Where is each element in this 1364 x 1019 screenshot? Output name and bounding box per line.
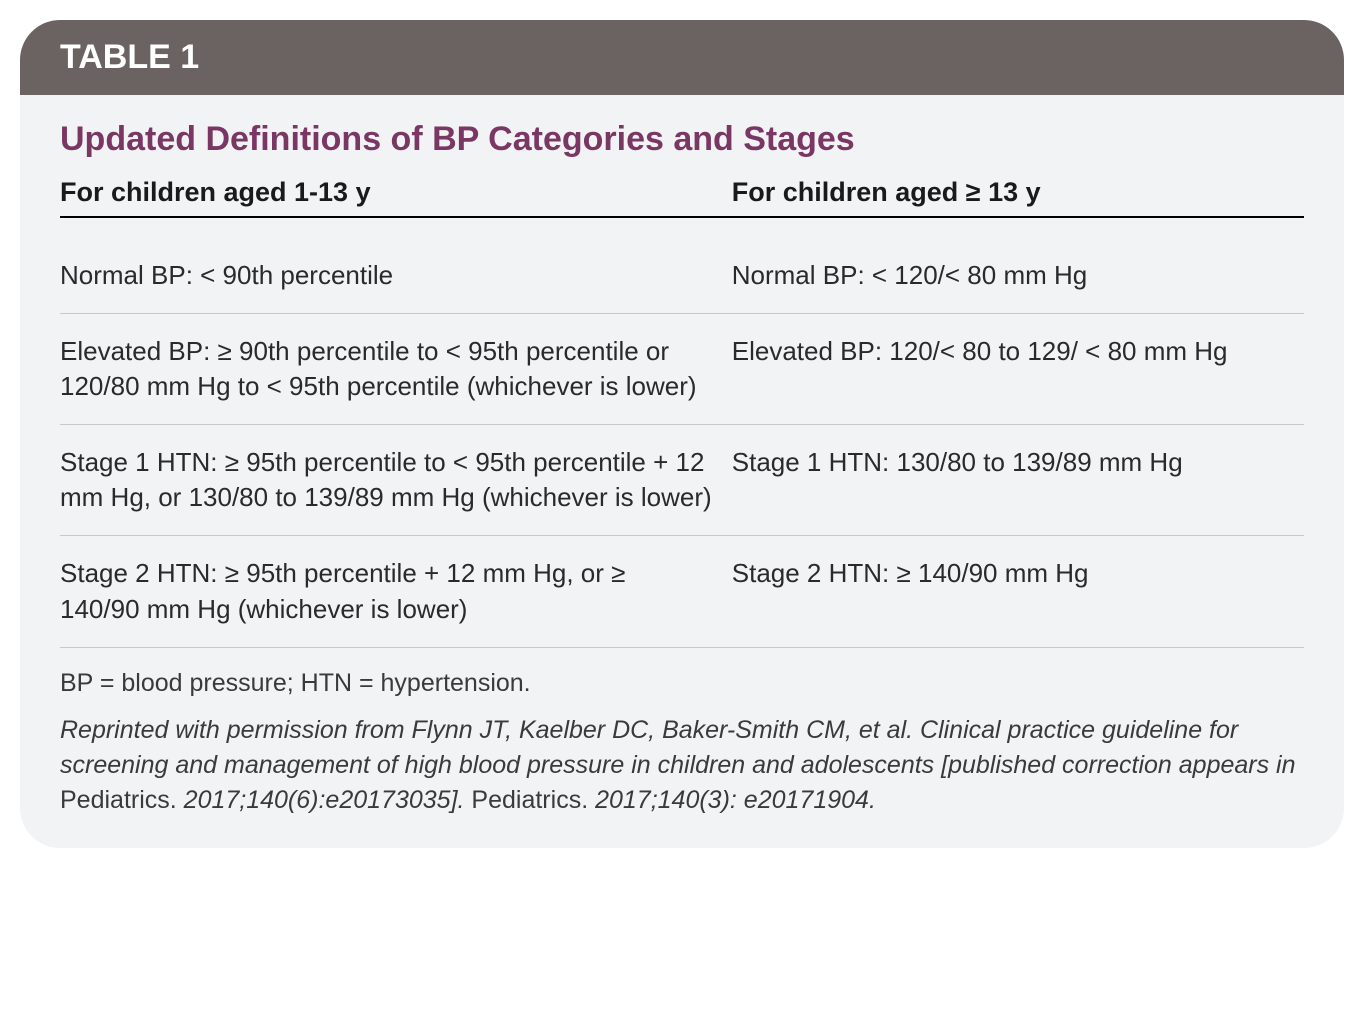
table-header-bar: TABLE 1: [20, 20, 1344, 95]
table-title: Updated Definitions of BP Categories and…: [60, 120, 1304, 159]
citation-journal: Pediatrics.: [60, 786, 177, 814]
column-headers-row: For children aged 1-13 y For children ag…: [60, 177, 1304, 218]
cell-right: Stage 1 HTN: 130/80 to 139/89 mm Hg: [732, 445, 1304, 515]
table-footnote: BP = blood pressure; HTN = hypertension.: [60, 666, 1304, 701]
cell-left: Stage 2 HTN: ≥ 95th percentile + 12 mm H…: [60, 556, 732, 626]
table-container: TABLE 1 Updated Definitions of BP Catego…: [20, 20, 1344, 848]
table-row: Normal BP: < 90th percentile Normal BP: …: [60, 238, 1304, 314]
table-number-label: TABLE 1: [60, 38, 199, 76]
cell-left: Normal BP: < 90th percentile: [60, 258, 732, 293]
column-header-right: For children aged ≥ 13 y: [732, 177, 1304, 208]
cell-right: Elevated BP: 120/< 80 to 129/ < 80 mm Hg: [732, 334, 1304, 404]
column-header-left: For children aged 1-13 y: [60, 177, 732, 208]
table-row: Elevated BP: ≥ 90th percentile to < 95th…: [60, 314, 1304, 425]
cell-left: Elevated BP: ≥ 90th percentile to < 95th…: [60, 334, 732, 404]
citation-text-prefix: Reprinted with permission from Flynn JT,…: [60, 716, 1296, 779]
table-citation: Reprinted with permission from Flynn JT,…: [60, 713, 1304, 818]
cell-right: Normal BP: < 120/< 80 mm Hg: [732, 258, 1304, 293]
table-row: Stage 2 HTN: ≥ 95th percentile + 12 mm H…: [60, 536, 1304, 647]
citation-text-mid: 2017;140(6):e20173035].: [177, 786, 472, 814]
table-body: Updated Definitions of BP Categories and…: [20, 95, 1344, 848]
citation-text-suffix: 2017;140(3): e20171904.: [588, 786, 876, 814]
citation-journal: Pediatrics.: [471, 786, 588, 814]
cell-right: Stage 2 HTN: ≥ 140/90 mm Hg: [732, 556, 1304, 626]
table-row: Stage 1 HTN: ≥ 95th percentile to < 95th…: [60, 425, 1304, 536]
cell-left: Stage 1 HTN: ≥ 95th percentile to < 95th…: [60, 445, 732, 515]
